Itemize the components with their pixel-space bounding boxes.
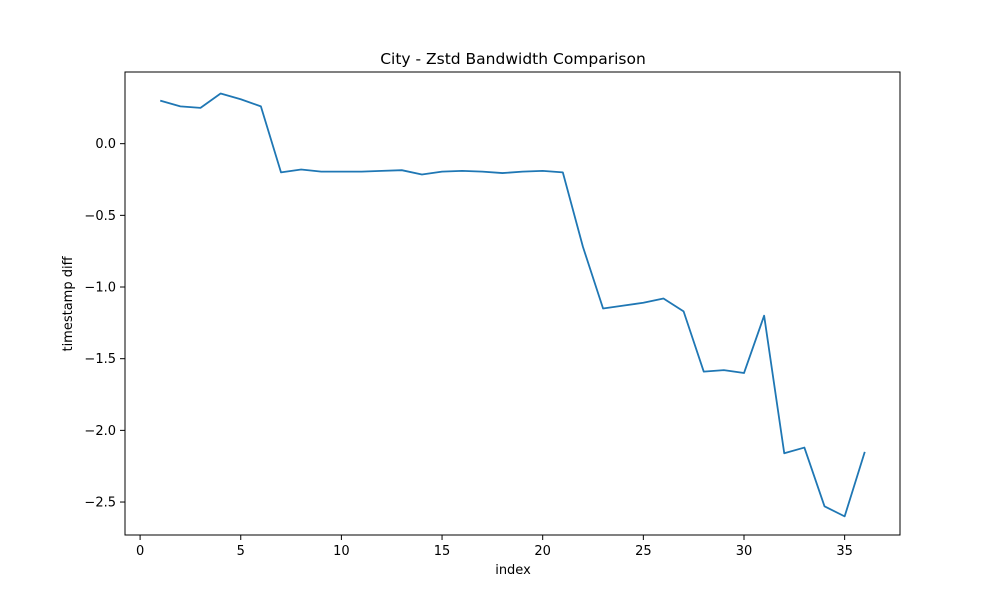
y-axis-label: timestamp diff: [61, 255, 76, 351]
chart-title: City - Zstd Bandwidth Comparison: [380, 50, 646, 68]
x-tick-label: 35: [836, 544, 853, 559]
y-tick-label: −1.0: [84, 281, 116, 296]
y-tick-label: −1.5: [84, 352, 116, 367]
x-tick-label: 5: [237, 544, 245, 559]
x-tick-label: 25: [635, 544, 652, 559]
x-tick-label: 30: [736, 544, 753, 559]
x-tick-label: 10: [333, 544, 350, 559]
plot-area: [124, 71, 901, 536]
y-tick-label: −2.5: [84, 496, 116, 511]
y-axis: 0.0 −0.5 −1.0 −1.5 −2.0 −2.5: [84, 137, 125, 511]
data-series-line: [159, 92, 866, 518]
x-axis: 0 5 10 15 20 25 30 35: [136, 535, 853, 559]
x-tick-label: 20: [534, 544, 551, 559]
x-tick-label: 0: [136, 544, 144, 559]
y-tick-label: 0.0: [95, 137, 116, 152]
y-tick-label: −2.0: [84, 424, 116, 439]
x-tick-label: 15: [434, 544, 451, 559]
y-tick-label: −0.5: [84, 209, 116, 224]
plot-frame: [124, 71, 901, 536]
x-axis-label: index: [495, 563, 531, 578]
